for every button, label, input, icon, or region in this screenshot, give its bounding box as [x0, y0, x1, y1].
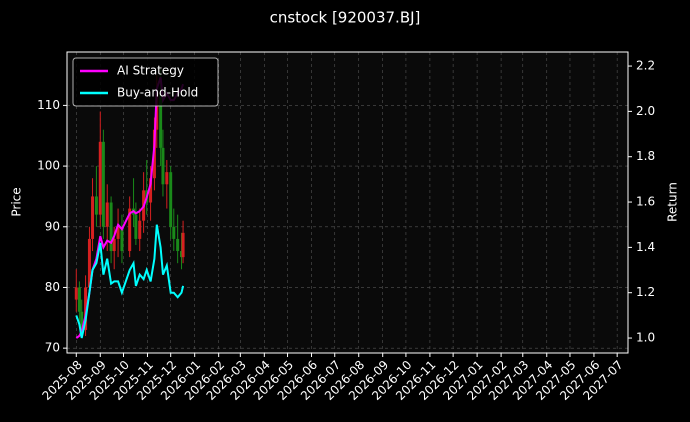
candle-body	[165, 172, 169, 185]
candle-body	[87, 238, 91, 288]
legend-label: AI Strategy	[117, 64, 184, 78]
plot-frame	[66, 51, 629, 354]
candle-body	[159, 93, 163, 148]
candle-body	[181, 232, 185, 258]
y-tick-label: 70	[45, 341, 60, 355]
candle-body	[98, 141, 102, 215]
chart-title: cnstock [920037.BJ]	[270, 9, 421, 27]
return-line	[75, 224, 185, 339]
candle-body	[149, 178, 153, 203]
candle-body	[116, 226, 120, 239]
candle-body	[176, 238, 180, 252]
candle-body	[84, 287, 88, 330]
candle-body	[161, 147, 165, 185]
y-axis-label: Price	[10, 187, 24, 216]
candle-body	[101, 141, 105, 227]
y-tick-label: 100	[37, 159, 60, 173]
y-tick-label: 110	[37, 98, 60, 112]
candle-body	[120, 226, 124, 252]
y2-tick-label: 1.4	[636, 240, 655, 254]
candle-body	[91, 196, 95, 239]
y2-tick-label: 2.2	[636, 59, 655, 73]
candle-body	[128, 208, 132, 252]
y2-tick-label: 2.0	[636, 104, 655, 118]
candle-body	[105, 202, 109, 227]
candle-body	[77, 287, 81, 312]
candle-body	[180, 251, 184, 258]
legend-label: Buy-and-Hold	[117, 86, 198, 100]
candle-body	[80, 311, 84, 330]
candle-body	[112, 238, 116, 252]
y-tick-label: 80	[45, 280, 60, 294]
y2-tick-label: 1.8	[636, 149, 655, 163]
y2-tick-label: 1.6	[636, 195, 655, 209]
candle-body	[109, 202, 113, 252]
y2-axis-label: Return	[666, 182, 680, 222]
candle-body	[169, 172, 173, 227]
candle-body	[138, 220, 142, 239]
y-tick-label: 90	[45, 219, 60, 233]
candle-body	[134, 214, 138, 239]
y2-tick-label: 1.2	[636, 285, 655, 299]
candle-body	[172, 226, 176, 239]
candle-body	[74, 287, 78, 300]
y2-tick-label: 1.0	[636, 331, 655, 345]
legend-box	[72, 57, 219, 107]
candle-body	[94, 196, 98, 215]
